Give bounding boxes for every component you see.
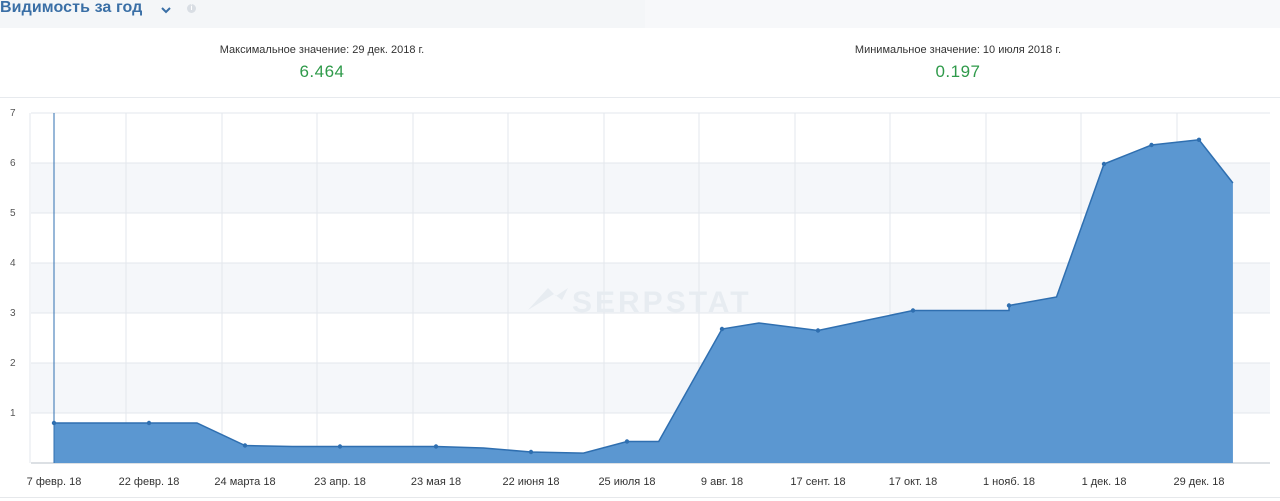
header-right-panel [645, 0, 1280, 28]
data-point [528, 449, 534, 455]
min-stat: Минимальное значение: 10 июля 2018 г. 0.… [778, 44, 1138, 82]
data-point [337, 444, 343, 449]
y-tick-label: 7 [10, 108, 16, 119]
x-tick-label: 24 марта 18 [214, 476, 275, 488]
data-point [433, 444, 439, 449]
x-tick-label: 1 дек. 18 [1082, 476, 1127, 488]
data-point [1196, 137, 1202, 142]
bottom-divider [0, 497, 1280, 498]
data-point [1149, 142, 1154, 148]
max-label: Максимальное значение: 29 дек. 2018 г. [219, 44, 425, 56]
x-tick-label: 29 дек. 18 [1174, 476, 1225, 488]
info-icon[interactable]: i [187, 4, 196, 13]
min-label: Минимальное значение: 10 июля 2018 г. [854, 44, 1062, 56]
grid-band [31, 163, 1270, 213]
data-point [1101, 161, 1107, 167]
x-tick-label: 25 июля 18 [598, 476, 655, 488]
x-tick-label: 22 февр. 18 [119, 476, 180, 488]
data-point [815, 328, 821, 333]
divider [0, 97, 1280, 98]
data-point [719, 326, 725, 332]
series-line [54, 139, 1234, 454]
data-point [1006, 303, 1012, 308]
x-tick-label: 23 мая 18 [411, 476, 461, 488]
x-tick-label: 1 нояб. 18 [983, 476, 1035, 488]
data-point [910, 308, 916, 313]
y-tick-label: 5 [10, 208, 16, 219]
y-tick-label: 3 [10, 308, 16, 319]
watermark-text: SERPSTAT [572, 286, 752, 319]
header-bar: Видимость за год i [0, 0, 1280, 28]
max-value: 6.464 [299, 62, 345, 81]
x-tick-label: 17 окт. 18 [889, 476, 938, 488]
y-tick-label: 2 [10, 358, 16, 369]
x-tick-label: 17 сент. 18 [790, 476, 845, 488]
data-point [146, 420, 152, 426]
series-area [54, 139, 1233, 464]
data-point [51, 420, 57, 426]
watermark-logo-icon [528, 288, 568, 310]
x-tick-label: 7 февр. 18 [27, 476, 82, 488]
min-value: 0.197 [935, 62, 981, 81]
data-point [624, 439, 630, 444]
y-tick-label: 6 [10, 158, 16, 169]
x-tick-label: 22 июня 18 [502, 476, 559, 488]
max-stat: Максимальное значение: 29 дек. 2018 г. 6… [142, 44, 502, 82]
widget-title[interactable]: Видимость за год [0, 0, 143, 16]
chevron-down-icon[interactable] [159, 3, 173, 17]
y-tick-label: 1 [10, 408, 16, 419]
data-point [242, 443, 248, 448]
x-tick-label: 23 апр. 18 [314, 476, 366, 488]
y-tick-label: 4 [10, 258, 16, 269]
x-tick-label: 9 авг. 18 [701, 476, 743, 488]
